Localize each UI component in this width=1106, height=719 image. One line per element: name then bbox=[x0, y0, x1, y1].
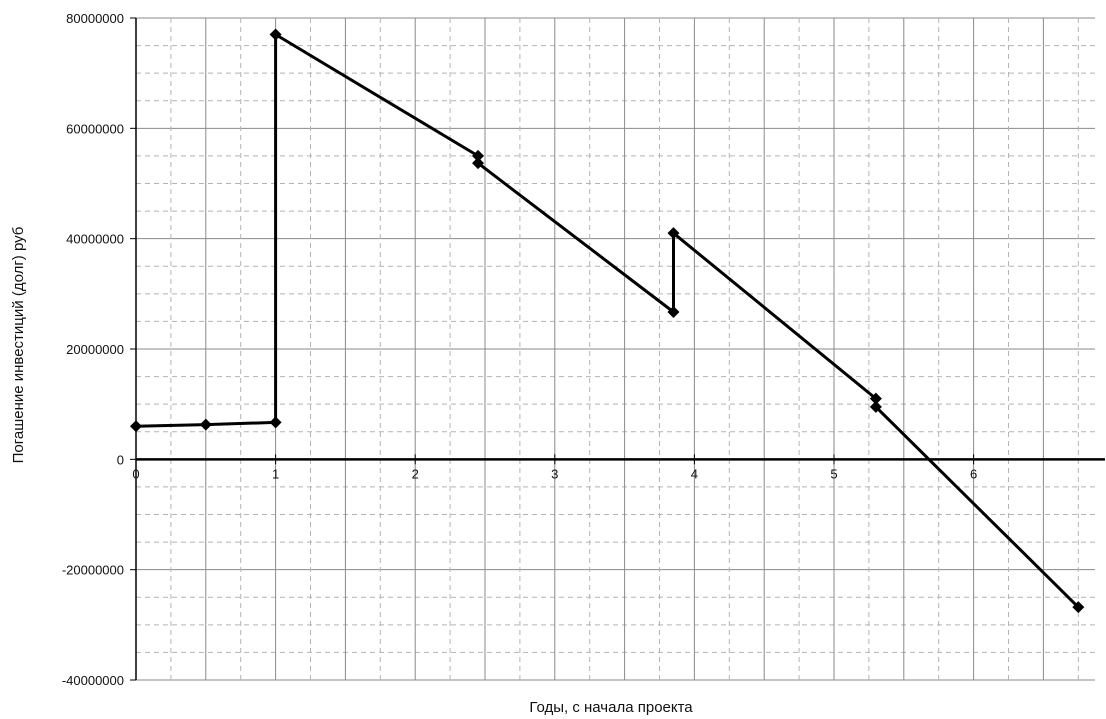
data-point-marker bbox=[472, 157, 485, 170]
axes bbox=[130, 17, 1105, 681]
x-tick-label: 4 bbox=[691, 466, 698, 481]
y-tick-label: 20000000 bbox=[66, 342, 124, 357]
data-point-marker bbox=[667, 227, 680, 240]
series-line bbox=[135, 33, 1080, 609]
data-point-marker bbox=[269, 416, 282, 429]
y-tick-label: -20000000 bbox=[62, 563, 124, 578]
tick-labels: 80000000 60000000 40000000 20000000 0 -200000… bbox=[62, 11, 977, 688]
data-point-marker bbox=[269, 28, 282, 41]
y-tick-label: 0 bbox=[117, 452, 124, 467]
data-point-marker bbox=[199, 418, 212, 431]
data-point-marker bbox=[472, 149, 485, 162]
data-point-marker bbox=[869, 392, 882, 405]
y-tick-label: -40000000 bbox=[62, 673, 124, 688]
x-tick-label: 1 bbox=[272, 466, 279, 481]
y-tick-label: 80000000 bbox=[66, 11, 124, 26]
y-axis-title: Погашение инвестиций (долг) руб bbox=[10, 227, 27, 464]
grid bbox=[135, 17, 1095, 681]
x-tick-label: 6 bbox=[970, 466, 977, 481]
data-point-marker bbox=[130, 420, 142, 433]
data-point-marker bbox=[667, 306, 680, 319]
data-point-marker bbox=[1072, 601, 1085, 614]
x-axis-title: Годы, с начала проекта bbox=[529, 699, 693, 716]
x-tick-label: 0 bbox=[132, 466, 139, 481]
y-tick-label: 40000000 bbox=[66, 232, 124, 247]
data-point-marker bbox=[869, 400, 882, 413]
x-tick-label: 5 bbox=[830, 466, 837, 481]
x-tick-label: 2 bbox=[412, 466, 419, 481]
data-series bbox=[130, 28, 1085, 614]
x-tick-label: 3 bbox=[551, 466, 558, 481]
y-tick-label: 60000000 bbox=[66, 121, 124, 136]
